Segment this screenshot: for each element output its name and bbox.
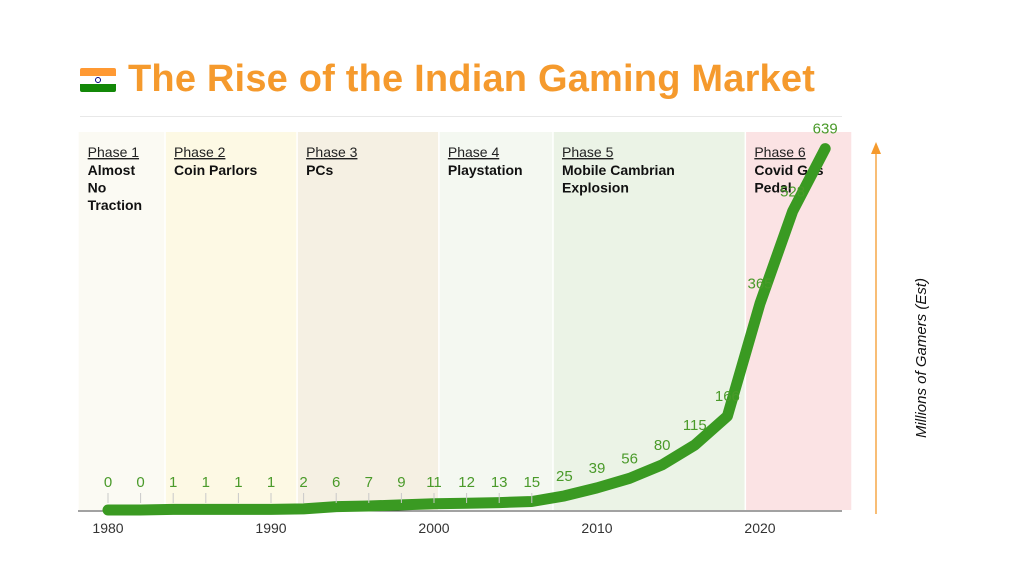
phase-band-4 [438, 132, 553, 510]
phase-band-1 [78, 132, 166, 510]
india-flag-icon [80, 67, 116, 92]
phase-name-5: Explosion [562, 180, 629, 196]
data-label: 1 [267, 474, 275, 491]
data-label: 365 [747, 276, 772, 293]
phase-name-6: Pedal [754, 180, 791, 196]
data-point [757, 301, 763, 307]
data-label: 11 [426, 474, 442, 491]
x-tick-label: 2000 [418, 520, 449, 536]
data-point [659, 462, 665, 468]
data-label: 1 [202, 474, 210, 491]
data-point [203, 506, 209, 512]
data-point [692, 442, 698, 448]
data-point [301, 506, 307, 512]
data-label: 528 [780, 183, 805, 200]
x-tick-label: 2020 [744, 520, 775, 536]
title-divider [80, 116, 842, 117]
phase-label-5: Phase 5 [562, 144, 614, 160]
title-bar: The Rise of the Indian Gaming Market [80, 58, 815, 101]
phase-label-2: Phase 2 [174, 144, 226, 160]
data-point [822, 146, 828, 152]
data-point [138, 507, 144, 513]
page-title: The Rise of the Indian Gaming Market [128, 58, 816, 100]
x-tick-label: 1980 [92, 520, 123, 536]
data-label: 13 [491, 474, 508, 491]
x-tick-label: 1990 [255, 520, 286, 536]
data-label: 39 [589, 460, 606, 477]
phase-label-4: Phase 4 [448, 144, 500, 160]
y-axis-arrow-icon [871, 142, 881, 154]
data-label: 0 [104, 474, 112, 491]
data-point [790, 208, 796, 214]
data-point [333, 504, 339, 510]
data-label: 15 [523, 474, 540, 491]
data-point [594, 485, 600, 491]
phase-label-6: Phase 6 [754, 144, 806, 160]
data-point [431, 501, 437, 507]
data-label: 115 [683, 417, 707, 434]
data-label: 25 [556, 468, 573, 485]
data-point [366, 503, 372, 509]
x-tick-label: 2010 [581, 520, 612, 536]
data-label: 80 [654, 437, 671, 454]
phase-name-1: Traction [88, 197, 142, 213]
data-label: 166 [715, 388, 740, 405]
data-label: 1 [169, 474, 177, 491]
phase-band-5 [552, 132, 746, 510]
data-point [235, 506, 241, 512]
phase-name-3: PCs [306, 162, 333, 178]
data-point [170, 506, 176, 512]
data-label: 6 [332, 474, 340, 491]
phase-name-1: No [88, 180, 107, 196]
data-point [464, 500, 470, 506]
y-axis-label: Millions of Gamers (Est) [913, 278, 930, 438]
phase-label-3: Phase 3 [306, 144, 358, 160]
data-label: 1 [234, 474, 242, 491]
data-point [627, 475, 633, 481]
data-point [105, 507, 111, 513]
data-label: 12 [458, 474, 475, 491]
data-label: 56 [621, 450, 638, 467]
data-label: 7 [365, 474, 373, 491]
data-label: 9 [397, 474, 405, 491]
data-label: 0 [136, 474, 144, 491]
data-point [724, 413, 730, 419]
phase-name-5: Mobile Cambrian [562, 162, 675, 178]
phase-name-1: Almost [88, 162, 136, 178]
data-label: 639 [813, 121, 838, 138]
data-point [398, 502, 404, 508]
phase-label-1: Phase 1 [88, 144, 140, 160]
phase-band-2 [165, 132, 298, 510]
phase-band-3 [297, 132, 439, 510]
data-point [561, 493, 567, 499]
data-point [268, 506, 274, 512]
phase-name-4: Playstation [448, 162, 523, 178]
phase-name-2: Coin Parlors [174, 162, 257, 178]
data-label: 2 [299, 474, 307, 491]
